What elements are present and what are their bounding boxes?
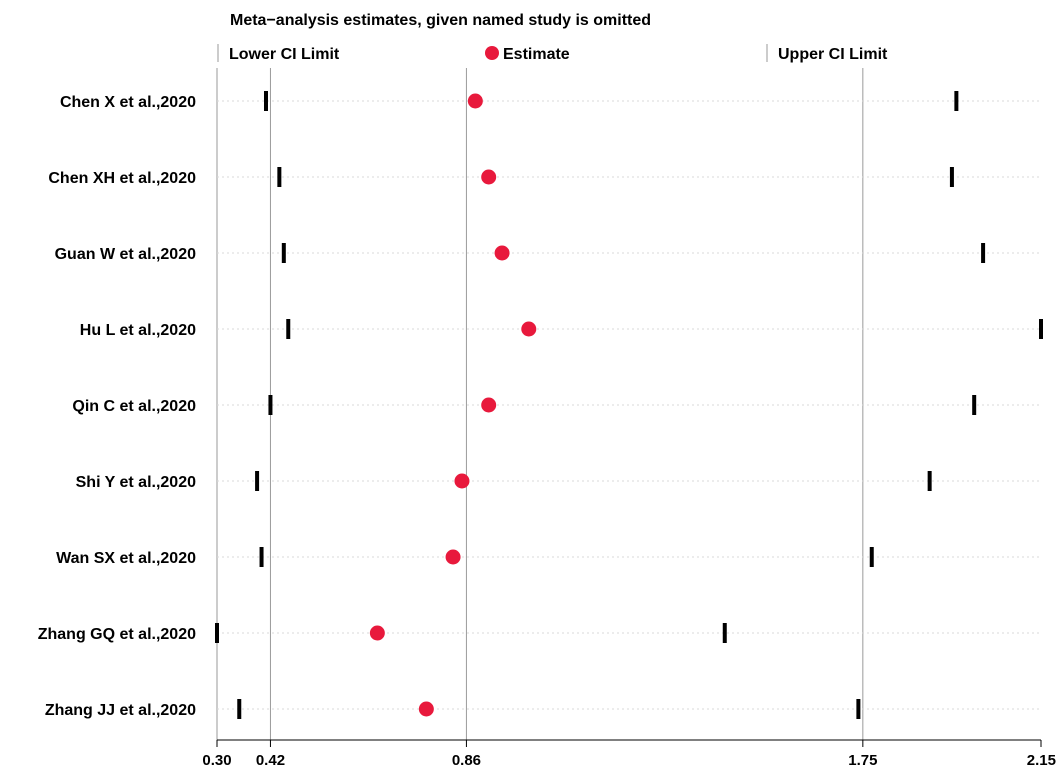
legend: Lower CI Limit Estimate Upper CI Limit [217, 44, 888, 63]
estimate-point [521, 321, 537, 337]
study-label: Shi Y et al.,2020 [76, 474, 196, 491]
legend-estimate-marker [485, 46, 499, 60]
upper-ci-mark [949, 167, 954, 187]
upper-ci-mark [954, 91, 959, 111]
study-row: Guan W et al.,2020 [55, 243, 1041, 263]
estimate-point [418, 701, 434, 717]
estimate-point [481, 169, 497, 185]
study-label: Qin C et al.,2020 [72, 398, 196, 415]
lower-ci-mark [281, 243, 286, 263]
legend-estimate-label: Estimate [503, 46, 570, 63]
study-label: Zhang GQ et al.,2020 [38, 626, 196, 643]
lower-ci-mark [237, 699, 242, 719]
chart-title: Meta−analysis estimates, given named stu… [230, 12, 651, 29]
upper-ci-mark [722, 623, 727, 643]
study-row: Zhang GQ et al.,2020 [38, 623, 1041, 643]
estimate-point [369, 625, 385, 641]
study-row: Shi Y et al.,2020 [76, 471, 1041, 491]
study-label: Chen XH et al.,2020 [48, 170, 196, 187]
reference-lines [216, 68, 864, 740]
upper-ci-mark [856, 699, 861, 719]
study-label: Guan W et al.,2020 [55, 246, 196, 263]
upper-ci-mark [972, 395, 977, 415]
lower-ci-mark [268, 395, 273, 415]
study-row: Zhang JJ et al.,2020 [45, 699, 1041, 719]
study-label: Chen X et al.,2020 [60, 94, 196, 111]
x-tick-label: 0.86 [452, 752, 481, 769]
study-row: Hu L et al.,2020 [80, 319, 1043, 339]
study-rows: Chen X et al.,2020 Chen XH et al.,2020 Gua… [38, 91, 1043, 719]
study-label: Hu L et al.,2020 [80, 322, 196, 339]
upper-ci-mark [981, 243, 986, 263]
upper-ci-mark [927, 471, 932, 491]
study-label: Wan SX et al.,2020 [56, 550, 196, 567]
x-tick-label: 0.42 [256, 752, 285, 769]
lower-ci-mark [277, 167, 282, 187]
study-row: Qin C et al.,2020 [72, 395, 1041, 415]
estimate-point [481, 397, 497, 413]
upper-ci-mark [869, 547, 874, 567]
study-row: Chen XH et al.,2020 [48, 167, 1041, 187]
lower-ci-mark [215, 623, 219, 643]
x-axis: 0.30 0.42 0.86 1.75 2.15 [202, 739, 1056, 769]
study-row: Wan SX et al.,2020 [56, 547, 1041, 567]
legend-lower-label: Lower CI Limit [229, 46, 340, 63]
legend-upper-label: Upper CI Limit [778, 46, 888, 63]
estimate-point [454, 473, 470, 489]
upper-ci-mark [1039, 319, 1043, 339]
study-row: Chen X et al.,2020 [60, 91, 1041, 111]
lower-ci-mark [286, 319, 291, 339]
estimate-point [494, 245, 510, 261]
lower-ci-mark [255, 471, 260, 491]
x-tick-label: 0.30 [202, 752, 231, 769]
x-tick-label: 1.75 [848, 752, 877, 769]
estimate-point [467, 93, 483, 109]
lower-ci-mark [259, 547, 264, 567]
study-label: Zhang JJ et al.,2020 [45, 702, 196, 719]
lower-ci-mark [263, 91, 268, 111]
x-tick-label: 2.15 [1027, 752, 1056, 769]
estimate-point [445, 549, 461, 565]
